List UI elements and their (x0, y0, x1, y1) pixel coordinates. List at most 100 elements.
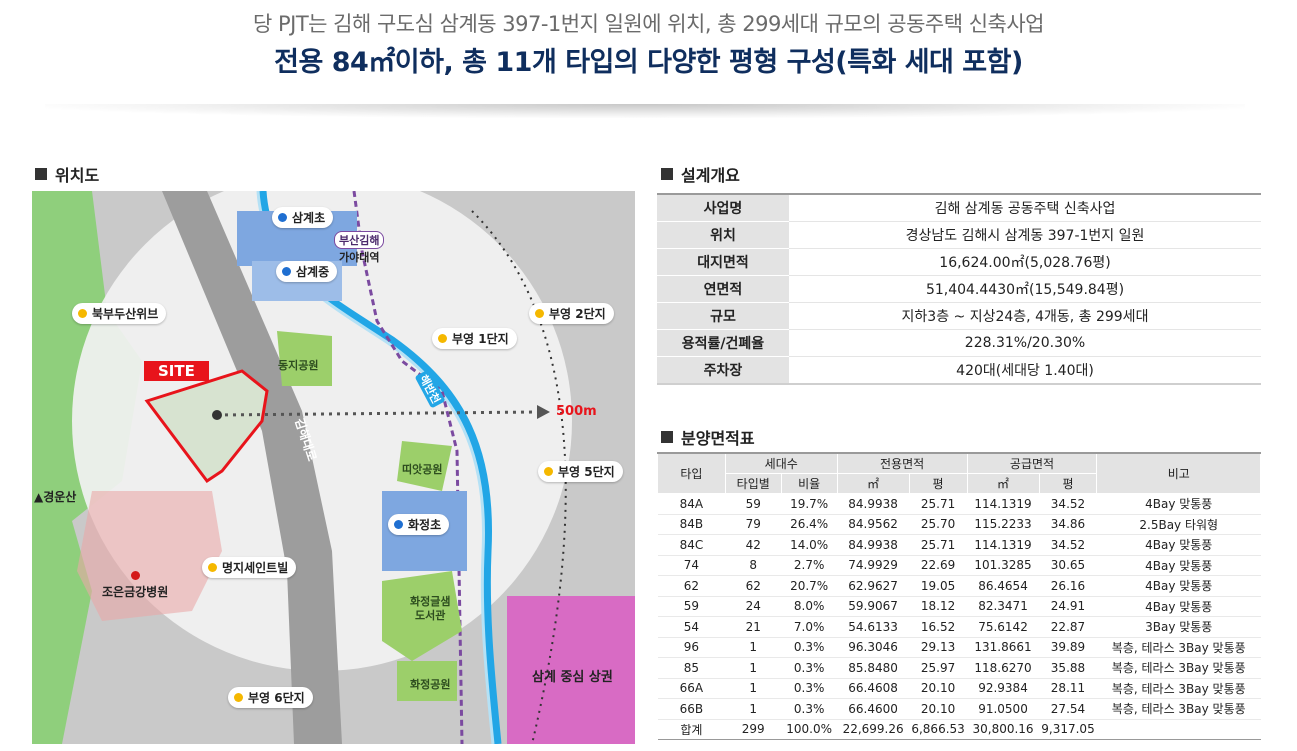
bullet-square-icon (661, 168, 673, 180)
apartment-marker-icon (78, 309, 87, 318)
table-row: 54 21 7.0% 54.6133 16.52 75.6142 22.87 3Bay 맞통풍 (657, 616, 1261, 638)
header-units-ratio: 비율 (780, 473, 838, 494)
cell-exclusive-sqm: 66.4608 (837, 678, 910, 699)
cell-supply-sqm: 86.4654 (967, 575, 1039, 597)
site-label: SITE (144, 361, 209, 381)
station-marker: 부산김해 가야대역 (334, 231, 385, 265)
cell-note: 복층, 테라스 3Bay 맞통풍 (1096, 637, 1261, 658)
cell-note (1096, 718, 1261, 740)
cell-type: 59 (657, 596, 726, 617)
cell-supply-sqm: 75.6142 (967, 616, 1039, 638)
cell-units-count: 8 (725, 555, 782, 576)
table-row: 74 8 2.7% 74.9929 22.69 101.3285 30.65 4Bay 맞통풍 (657, 555, 1261, 576)
cell-exclusive-pyeong: 19.05 (909, 575, 968, 597)
location-section-heading: 위치도 (35, 162, 99, 186)
map-base-graphic (32, 191, 635, 744)
header-units-count: 타입별 (724, 473, 782, 494)
cell-exclusive-pyeong: 25.70 (909, 514, 968, 535)
cell-units-count: 24 (725, 596, 782, 617)
cell-exclusive-pyeong: 29.13 (909, 637, 968, 658)
poi-school-3: 화정초 (388, 514, 450, 535)
cell-units-count: 62 (725, 575, 782, 597)
cell-type: 66B (657, 698, 726, 720)
cell-supply-sqm: 30,800.16 (967, 718, 1039, 740)
cell-supply-pyeong: 34.52 (1039, 534, 1097, 556)
table-total-row: 합계 299 100.0% 22,699.26 6,866.53 30,800.16 9,3… (657, 718, 1261, 740)
cell-exclusive-sqm: 84.9562 (837, 514, 910, 535)
table-row: 용적률/건폐율 228.31%/20.30% (657, 329, 1261, 357)
cell-supply-pyeong: 35.88 (1039, 657, 1097, 679)
cell-supply-pyeong: 22.87 (1039, 616, 1097, 638)
poi-school-1: 삼계초 (272, 207, 334, 228)
title-divider (45, 104, 1245, 118)
cell-supply-sqm: 114.1319 (967, 534, 1039, 556)
table-row: 84B 79 26.4% 84.9562 25.70 115.2233 34.86 2.5Ba… (657, 514, 1261, 535)
cell-note: 4Bay 맞통풍 (1096, 534, 1261, 556)
page-title: 전용 84㎡이하, 총 11개 타입의 다양한 평형 구성(특화 세대 포함) (274, 47, 1023, 78)
overview-value: 지하3층 ~ 지상24층, 4개동, 총 299세대 (789, 302, 1261, 330)
cell-type: 84C (657, 534, 726, 556)
cell-supply-pyeong: 9,317.05 (1039, 718, 1097, 740)
poi-apartment-3: 부영 1단지 (432, 328, 517, 349)
overview-section-heading: 설계개요 (661, 162, 740, 186)
cell-supply-sqm: 114.1319 (967, 493, 1039, 515)
cell-note: 4Bay 맞통풍 (1096, 555, 1261, 576)
apartment-marker-icon (234, 693, 243, 702)
cell-exclusive-sqm: 84.9938 (837, 534, 910, 556)
cell-units-ratio: 0.3% (781, 637, 838, 658)
cell-supply-sqm: 101.3285 (967, 555, 1039, 576)
location-section-label: 위치도 (55, 166, 100, 185)
cell-supply-sqm: 118.6270 (967, 657, 1039, 679)
cell-supply-pyeong: 39.89 (1039, 637, 1097, 658)
cell-exclusive-pyeong: 22.69 (909, 555, 968, 576)
cell-units-ratio: 7.0% (781, 616, 838, 638)
overview-key: 사업명 (657, 193, 789, 222)
page-subtitle: 당 PJT는 김해 구도심 삼계동 397-1번지 일원에 위치, 총 299세… (253, 12, 1044, 36)
cell-units-count: 299 (725, 718, 782, 740)
school-marker-icon (282, 267, 291, 276)
overview-section-label: 설계개요 (681, 166, 740, 185)
cell-units-ratio: 8.0% (781, 596, 838, 617)
overview-key: 연면적 (657, 275, 789, 303)
cell-units-count: 59 (725, 493, 782, 515)
cell-type: 96 (657, 637, 726, 658)
table-row: 사업명 김해 삼계동 공동주택 신축사업 (657, 193, 1261, 222)
cell-note: 복층, 테라스 3Bay 맞통풍 (1096, 698, 1261, 720)
header-exclusive-sqm: ㎡ (836, 473, 910, 494)
total-label: 합계 (657, 718, 726, 740)
cell-units-count: 21 (725, 616, 782, 638)
cell-units-count: 1 (725, 678, 782, 699)
poi-school-2: 삼계중 (276, 261, 338, 282)
cell-units-ratio: 0.3% (781, 698, 838, 720)
header-type: 타입 (657, 452, 726, 494)
table-row: 62 62 20.7% 62.9627 19.05 86.4654 26.16 4Bay 맞통… (657, 575, 1261, 597)
poi-hospital: 조은금강병원 (102, 571, 168, 600)
table-row: 대지면적 16,624.00㎡(5,028.76평) (657, 248, 1261, 276)
cell-note: 3Bay 맞통풍 (1096, 616, 1261, 638)
apartment-marker-icon (438, 334, 447, 343)
cell-exclusive-pyeong: 20.10 (909, 678, 968, 699)
table-row: 59 24 8.0% 59.9067 18.12 82.3471 24.91 4Bay 맞통풍 (657, 596, 1261, 617)
cell-supply-pyeong: 30.65 (1039, 555, 1097, 576)
overview-value: 김해 삼계동 공동주택 신축사업 (789, 193, 1261, 222)
overview-value: 420대(세대당 1.40대) (789, 356, 1261, 385)
cell-supply-pyeong: 27.54 (1039, 698, 1097, 720)
overview-value: 16,624.00㎡(5,028.76평) (789, 248, 1261, 276)
cell-note: 4Bay 맞통풍 (1096, 493, 1261, 515)
header-exclusive-pyeong: 평 (908, 473, 968, 494)
area-section-heading: 분양면적표 (661, 425, 755, 449)
bullet-square-icon (661, 431, 673, 443)
table-header-row: 타입 세대수 전용면적 공급면적 비고 (657, 452, 1261, 494)
cell-exclusive-pyeong: 20.10 (909, 698, 968, 720)
header-note: 비고 (1096, 452, 1261, 494)
cell-units-ratio: 20.7% (781, 575, 838, 597)
table-row: 위치 경상남도 김해시 삼계동 397-1번지 일원 (657, 221, 1261, 249)
overview-key: 주차장 (657, 356, 789, 385)
cell-exclusive-pyeong: 25.71 (909, 493, 968, 515)
cell-units-ratio: 0.3% (781, 657, 838, 679)
overview-key: 규모 (657, 302, 789, 330)
cell-exclusive-pyeong: 18.12 (909, 596, 968, 617)
cell-type: 84A (657, 493, 726, 515)
poi-apartment-4: 부영 5단지 (538, 461, 623, 482)
cell-exclusive-sqm: 84.9938 (837, 493, 910, 515)
